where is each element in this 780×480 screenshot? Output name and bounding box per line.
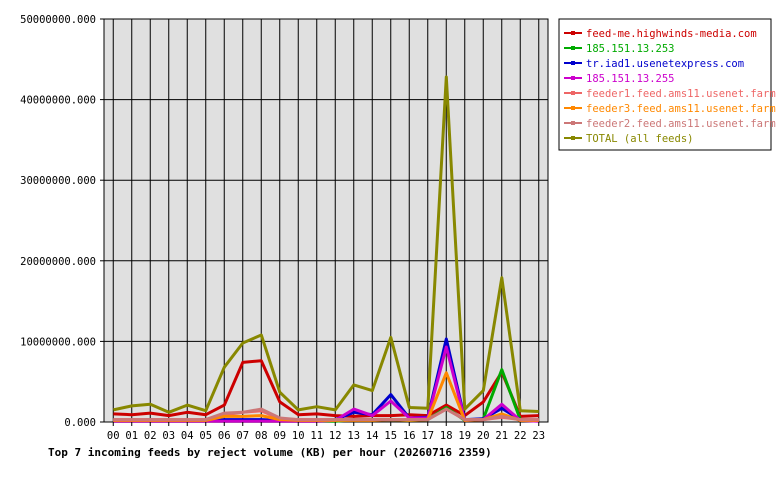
legend-marker-3 [571, 76, 575, 80]
legend-marker-5 [571, 106, 575, 110]
x-tick-label-05: 05 [199, 430, 212, 442]
legend-item-6: feeder2.feed.ams11.usenet.farm [564, 118, 776, 130]
x-tick-label-23: 23 [532, 430, 545, 442]
series-line-6 [113, 407, 539, 422]
x-tick-label-04: 04 [181, 430, 194, 442]
legend-item-4: feeder1.feed.ams11.usenet.farm [564, 88, 776, 100]
legend-item-7: TOTAL (all feeds) [564, 133, 693, 145]
legend-label-6: feeder2.feed.ams11.usenet.farm [586, 118, 776, 130]
legend-label-4: feeder1.feed.ams11.usenet.farm [586, 88, 776, 100]
chart-title: Top 7 incoming feeds by reject volume (K… [48, 446, 492, 459]
series-lines [112, 75, 539, 423]
legend-label-5: feeder3.feed.ams11.usenet.farm [586, 103, 776, 115]
legend-marker-6 [571, 121, 575, 125]
vertical-gridlines [112, 19, 540, 422]
plot-background [104, 19, 548, 422]
x-tick-label-01: 01 [125, 430, 138, 442]
legend-marker-4 [571, 91, 575, 95]
legend: feed-me.highwinds-media.com 185.151.13.25… [558, 18, 776, 151]
x-axis-tick-labels: 00 01 02 03 04 05 06 07 08 09 10 11 12 13 14 15 16 17 18 19… [107, 422, 545, 442]
x-tick-label-06: 06 [218, 430, 231, 442]
y-tick-label-2: 20000000.000 [20, 256, 96, 268]
x-tick-label-12: 12 [329, 430, 342, 442]
x-tick-label-20: 20 [477, 430, 490, 442]
legend-label-2: tr.iad1.usenetexpress.com [586, 58, 744, 70]
legend-item-2: tr.iad1.usenetexpress.com [564, 58, 744, 70]
x-tick-label-09: 09 [273, 430, 286, 442]
legend-item-3: 185.151.13.255 [564, 73, 675, 85]
x-tick-label-10: 10 [292, 430, 305, 442]
series-line-0 [113, 359, 539, 418]
legend-marker-1 [571, 46, 575, 50]
legend-item-1: 185.151.13.253 [564, 43, 675, 55]
legend-item-0: feed-me.highwinds-media.com [564, 28, 757, 40]
x-tick-label-14: 14 [366, 430, 379, 442]
x-tick-label-03: 03 [162, 430, 175, 442]
legend-label-3: 185.151.13.255 [586, 73, 675, 85]
legend-marker-7 [571, 136, 575, 140]
x-tick-label-08: 08 [255, 430, 268, 442]
y-tick-label-4: 40000000.000 [20, 95, 96, 107]
x-tick-label-13: 13 [347, 430, 360, 442]
legend-label-7: TOTAL (all feeds) [586, 133, 693, 145]
x-tick-label-18: 18 [440, 430, 453, 442]
x-tick-label-07: 07 [236, 430, 249, 442]
legend-marker-0 [571, 31, 575, 35]
legend-label-1: 185.151.13.253 [586, 43, 675, 55]
x-tick-label-00: 00 [107, 430, 120, 442]
x-tick-label-19: 19 [458, 430, 471, 442]
x-tick-label-22: 22 [514, 430, 527, 442]
x-tick-label-02: 02 [144, 430, 157, 442]
legend-box [558, 18, 772, 151]
x-tick-label-17: 17 [421, 430, 434, 442]
x-tick-label-21: 21 [495, 430, 508, 442]
x-tick-label-11: 11 [310, 430, 323, 442]
x-tick-label-16: 16 [403, 430, 416, 442]
series-line-7 [112, 75, 539, 414]
legend-item-5: feeder3.feed.ams11.usenet.farm [564, 103, 776, 115]
y-tick-label-5: 50000000.000 [20, 14, 96, 26]
legend-marker-2 [571, 61, 575, 65]
y-tick-label-1: 10000000.000 [20, 336, 96, 348]
y-tick-label-3: 30000000.000 [20, 175, 96, 187]
x-tick-label-15: 15 [384, 430, 397, 442]
legend-label-0: feed-me.highwinds-media.com [586, 28, 757, 40]
y-axis-tick-labels: 0.000 10000000.000 20000000.000 30000000.00… [20, 14, 104, 429]
y-tick-label-0: 0.000 [64, 417, 96, 429]
